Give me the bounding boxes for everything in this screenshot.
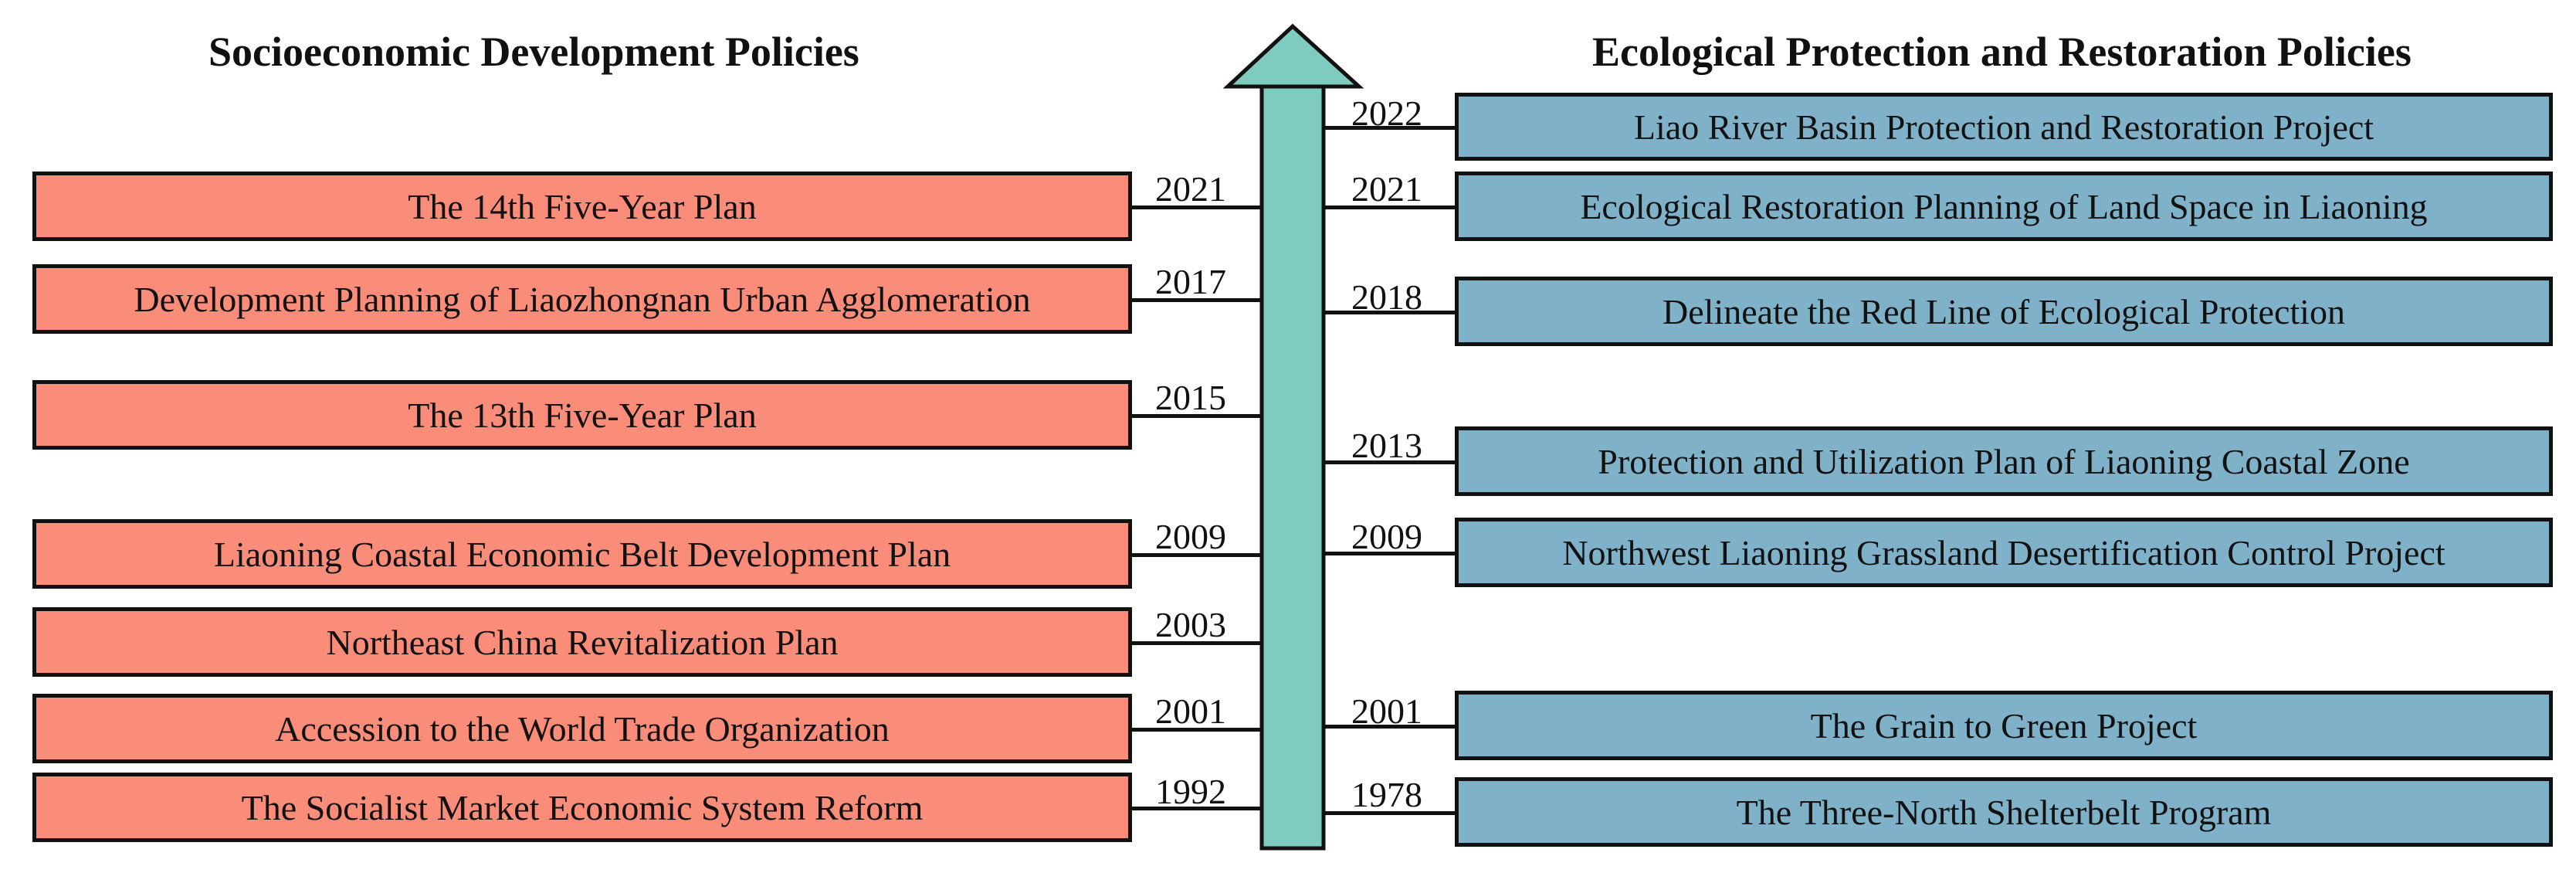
connector-line [1324,552,1455,555]
policy-box: Northeast China Revitalization Plan [32,607,1132,677]
policy-box: Protection and Utilization Plan of Liaon… [1455,426,2553,496]
year-label: 2001 [1351,691,1422,731]
year-label: 2003 [1155,605,1226,644]
connector-line [1324,725,1455,729]
connector-line [1324,311,1455,314]
timeline-arrow-head [1222,23,1364,89]
policy-box: Northwest Liaoning Grassland Desertifica… [1455,518,2553,587]
year-label: 2013 [1351,426,1422,465]
connector-line [1324,811,1455,815]
connector-line [1324,206,1455,209]
connector-line [1132,298,1262,302]
policy-box: The 13th Five-Year Plan [32,380,1132,450]
policy-box: The Three-North Shelterbelt Program [1455,777,2553,847]
year-label: 2001 [1155,691,1226,731]
policy-box: Ecological Restoration Planning of Land … [1455,172,2553,241]
policy-box: Accession to the World Trade Organizatio… [32,694,1132,763]
policy-box: The Grain to Green Project [1455,691,2553,760]
connector-line [1324,460,1455,464]
year-label: 2015 [1155,378,1226,417]
policy-box: The Socialist Market Economic System Ref… [32,773,1132,842]
ecological-heading: Ecological Protection and Restoration Po… [1592,29,2412,75]
connector-line [1132,641,1262,645]
year-label: 2018 [1351,277,1422,317]
policy-box: The 14th Five-Year Plan [32,172,1132,241]
year-label: 2021 [1351,169,1422,209]
policy-box: Liaoning Coastal Economic Belt Developme… [32,519,1132,589]
timeline-arrow-shaft [1259,84,1326,851]
policy-box: Development Planning of Liaozhongnan Urb… [32,264,1132,334]
year-label: 2009 [1351,517,1422,556]
socioeconomic-heading: Socioeconomic Development Policies [208,29,859,75]
year-label: 2017 [1155,262,1226,301]
year-label: 1992 [1155,772,1226,811]
year-label: 2022 [1351,93,1422,133]
connector-line [1132,414,1262,418]
year-label: 2021 [1155,169,1226,209]
connector-line [1132,728,1262,732]
connector-line [1132,807,1262,810]
year-label: 2009 [1155,517,1226,556]
connector-line [1132,553,1262,557]
policy-box: Liao River Basin Protection and Restorat… [1455,93,2553,161]
year-label: 1978 [1351,775,1422,814]
policy-box: Delineate the Red Line of Ecological Pro… [1455,277,2553,346]
connector-line [1132,206,1262,209]
connector-line [1324,126,1455,130]
